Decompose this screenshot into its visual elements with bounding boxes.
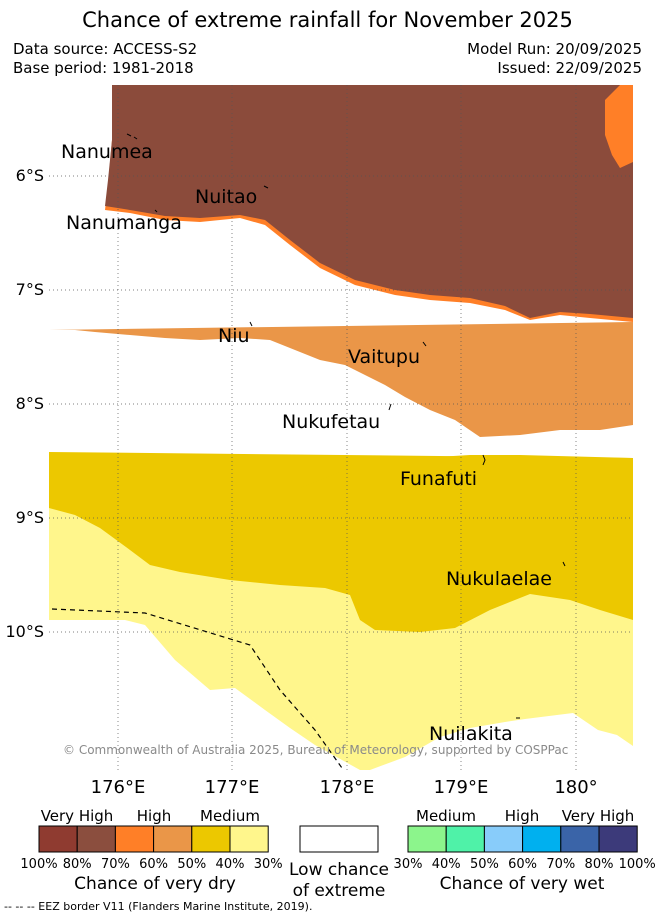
legend-dry-tick-6: 30% [254, 857, 283, 872]
label-nuilakita: Nuilakita [429, 723, 513, 745]
legend-dry-swatch-2 [114, 825, 155, 853]
lon-label-179e: 179°E [434, 777, 489, 798]
legend-wet-swatch-4 [560, 825, 600, 853]
zone-high-dry-corner [605, 85, 633, 168]
legend-dry-tick-4: 50% [177, 857, 206, 872]
legend-low-line2: of extreme [293, 881, 386, 901]
island-labels: Nanumea Nuitao Nanumanga Niu Vaitupu Nuk… [61, 141, 552, 745]
zone-medium-dry [49, 452, 633, 632]
run-info: Model Run: 20/09/2025 Issued: 22/09/2025 [467, 40, 642, 78]
legend-very-wet: Medium High Very High 30% 40% 50% 60% 70% 80%… [394, 807, 655, 894]
legend-dry-swatch-5 [229, 825, 269, 853]
island-mark [562, 561, 566, 567]
legend-low-swatch [299, 825, 379, 853]
island-mark [263, 185, 269, 189]
lon-label-177e: 177°E [205, 777, 260, 798]
legend-wet-swatches [407, 825, 638, 853]
lat-label-8s: 8°S [16, 394, 44, 413]
legend-dry-header-medium: Medium [200, 807, 260, 825]
legend-dry-tick-3: 60% [139, 857, 168, 872]
label-nukulaelae: Nukulaelae [446, 568, 552, 590]
grid-lines [49, 85, 633, 770]
legend-dry-swatch-0 [38, 825, 78, 853]
legend-dry-header-high: High [137, 807, 171, 825]
legend-low-chance: Low chance of extreme [289, 825, 389, 901]
label-nanumea: Nanumea [61, 141, 153, 163]
legend-wet-ticks: 30% 40% 50% 60% 70% 80% 100% [394, 857, 655, 872]
legend-dry-tick-5: 40% [216, 857, 245, 872]
data-info: Data source: ACCESS-S2 Base period: 1981… [13, 40, 197, 78]
eez-footnote: -- -- -- EEZ border V11 (Flanders Marine… [4, 900, 313, 913]
legend-dry-swatches [38, 825, 269, 853]
legend-wet-tick-6: 100% [619, 857, 655, 872]
label-niu: Niu [218, 325, 250, 347]
lat-label-10s: 10°S [5, 622, 44, 641]
legend-wet-title: Chance of very wet [440, 874, 605, 894]
island-mark [388, 403, 392, 411]
legend-low-line1: Low chance [289, 860, 389, 880]
zone-medium-high-dry [49, 322, 633, 437]
legend-wet-header-very-high: Very High [562, 807, 635, 825]
legend-very-dry: Very High High Medium 100% 80% 70% 60% 50% 40… [20, 807, 282, 894]
lat-label-9s: 9°S [16, 508, 44, 527]
legend-dry-tick-2: 70% [101, 857, 130, 872]
legend-wet-swatch-0 [407, 825, 447, 853]
lat-label-7s: 7°S [16, 280, 44, 299]
lat-label-6s: 6°S [16, 166, 44, 185]
legend-dry-swatch-3 [153, 825, 193, 853]
copyright-notice: © Commonwealth of Australia 2025, Bureau… [63, 743, 568, 757]
label-nanumanga: Nanumanga [66, 212, 182, 234]
island-mark [422, 341, 427, 347]
zone-medium-dry-front [49, 455, 633, 496]
longitude-labels: 176°E 177°E 178°E 179°E 180° [91, 777, 598, 798]
legend-dry-swatch-4 [191, 825, 231, 853]
island-mark [249, 321, 253, 327]
legend-wet-tick-3: 60% [508, 857, 537, 872]
island-mark [126, 133, 138, 140]
eez-border [51, 608, 343, 769]
island-mark [154, 209, 158, 213]
legend-wet-tick-1: 40% [432, 857, 461, 872]
legend-wet-tick-5: 80% [585, 857, 614, 872]
label-nukufetau: Nukufetau [282, 411, 380, 433]
model-run: Model Run: 20/09/2025 [467, 40, 642, 58]
latitude-labels: 6°S 7°S 8°S 9°S 10°S [5, 166, 44, 641]
legend-dry-swatch-1 [76, 825, 116, 853]
island-mark [482, 454, 486, 466]
legend-wet-tick-4: 70% [546, 857, 575, 872]
legend-dry-tick-1: 80% [63, 857, 92, 872]
map-area [49, 85, 633, 770]
legend-dry-header-very-high: Very High [41, 807, 114, 825]
legend-wet-swatch-1 [445, 825, 485, 853]
legend-wet-tick-2: 50% [470, 857, 499, 872]
base-period: Base period: 1981-2018 [13, 59, 194, 77]
island-markers [126, 133, 566, 719]
legend-wet-swatch-5 [598, 825, 638, 853]
legend-dry-ticks: 100% 80% 70% 60% 50% 40% 30% [20, 857, 282, 872]
label-vaitupu: Vaitupu [348, 346, 420, 368]
map-title: Chance of extreme rainfall for November … [82, 8, 573, 32]
legend-dry-tick-0: 100% [20, 857, 57, 872]
legend-wet-header-high: High [505, 807, 539, 825]
lon-label-180: 180° [554, 777, 597, 798]
issued-date: Issued: 22/09/2025 [497, 59, 642, 77]
zone-very-high-dry [105, 85, 633, 318]
legend-wet-swatch-3 [522, 825, 562, 853]
label-nuitao: Nuitao [195, 186, 257, 208]
lon-label-176e: 176°E [91, 777, 146, 798]
legend-wet-swatch-2 [483, 825, 524, 853]
lon-label-178e: 178°E [320, 777, 375, 798]
legend-dry-title: Chance of very dry [74, 874, 236, 894]
legend-wet-tick-0: 30% [394, 857, 423, 872]
label-funafuti: Funafuti [400, 468, 477, 490]
data-source: Data source: ACCESS-S2 [13, 40, 198, 58]
legend-wet-header-medium: Medium [416, 807, 476, 825]
